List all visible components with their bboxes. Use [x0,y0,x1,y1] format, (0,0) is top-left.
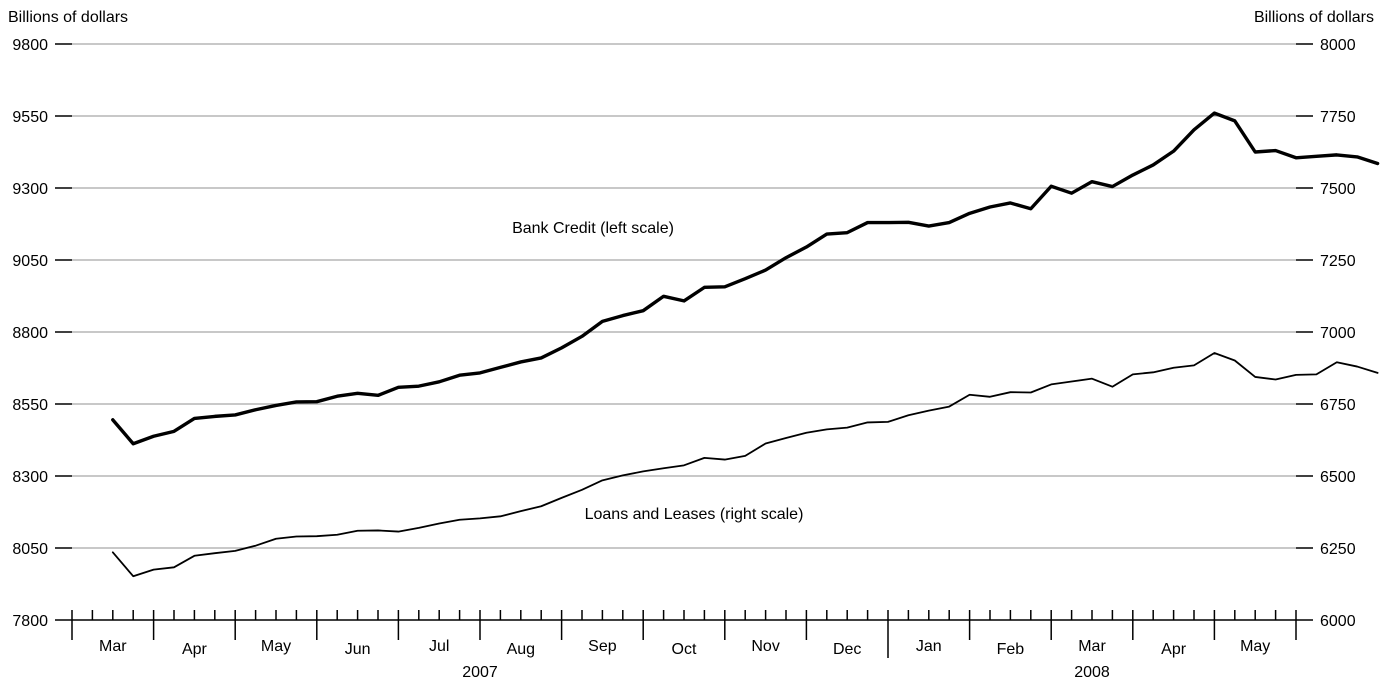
left-tick-label: 7800 [12,613,48,630]
month-label: May [261,638,291,655]
right-tick-label: 7250 [1320,253,1356,270]
left-axis-label: Billions of dollars [8,9,128,26]
right-tick-label: 6000 [1320,613,1356,630]
axes [55,43,1313,658]
right-tick-label: 6250 [1320,541,1356,558]
series-lines [111,111,1380,578]
month-label: Apr [1161,641,1187,658]
month-label: Dec [833,641,861,658]
left-tick-label: 9300 [12,181,48,198]
grid-lines [72,43,1296,549]
month-label: May [1240,638,1270,655]
loans-leases-line [111,352,1379,578]
right-tick-label: 6750 [1320,397,1356,414]
loans-leases-annotation: Loans and Leases (right scale) [585,506,804,523]
left-tick-label: 9800 [12,37,48,54]
month-label: Jun [345,641,371,658]
month-label: Jan [916,638,942,655]
right-axis-label: Billions of dollars [1254,9,1374,26]
bank-credit-line [111,111,1380,446]
month-label: Jul [429,638,449,655]
left-tick-label: 8300 [12,469,48,486]
month-label: Mar [99,638,127,655]
bank-credit-annotation: Bank Credit (left scale) [512,220,674,237]
month-label: Sep [588,638,617,655]
right-tick-label: 7000 [1320,325,1356,342]
left-tick-label: 9050 [12,253,48,270]
right-tick-label: 7500 [1320,181,1356,198]
month-label: Aug [507,641,535,658]
right-tick-label: 6500 [1320,469,1356,486]
month-label: Feb [997,641,1025,658]
month-label: Nov [751,638,779,655]
month-label: Apr [182,641,208,658]
month-label: Oct [672,641,697,658]
right-tick-label: 8000 [1320,37,1356,54]
right-tick-label: 7750 [1320,109,1356,126]
month-label: Mar [1078,638,1106,655]
year-label: 2008 [1074,664,1110,681]
labels: 7800 8050 8300 8550 8800 9050 9300 9550 9800 6000… [8,9,1374,681]
left-tick-label: 9550 [12,109,48,126]
left-tick-label: 8050 [12,541,48,558]
left-tick-label: 8550 [12,397,48,414]
left-tick-label: 8800 [12,325,48,342]
year-label: 2007 [462,664,498,681]
